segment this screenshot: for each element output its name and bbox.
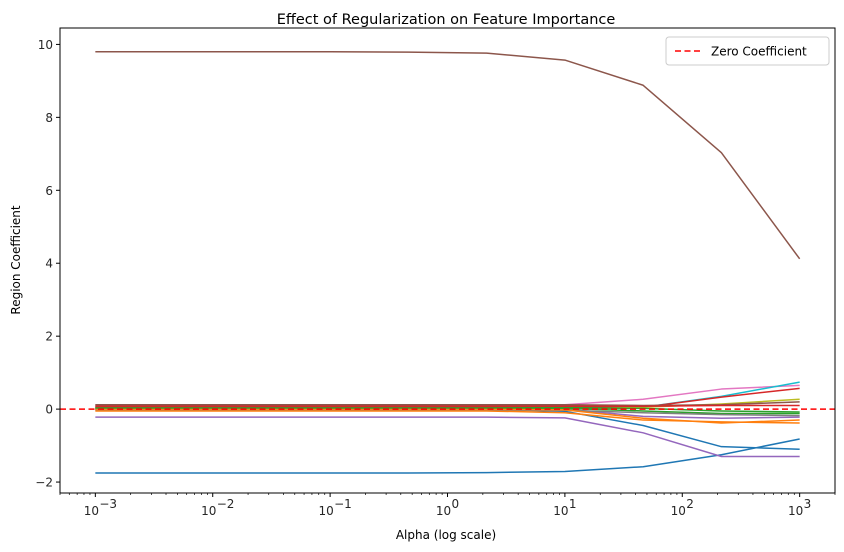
x-tick-label-4: 10 xyxy=(553,504,568,518)
x-tick-label-3: 10 xyxy=(436,504,451,518)
x-tick-label-1: 10 xyxy=(201,504,216,518)
x-tick-exponent-1: −2 xyxy=(217,497,235,511)
y-tick-label-6: 10 xyxy=(38,38,53,52)
y-axis: −2 0 2 4 6 8 10 xyxy=(35,38,60,490)
x-tick-exponent-3: 0 xyxy=(452,497,460,511)
y-tick-label-5: 8 xyxy=(45,111,53,125)
series-line-4 xyxy=(95,416,800,458)
y-tick-label-4: 6 xyxy=(45,184,53,198)
series-line-16 xyxy=(95,404,800,407)
series-line-14 xyxy=(95,410,800,424)
x-tick-label-0: 10 xyxy=(84,504,99,518)
x-axis: 10 −3 10 −2 10 −1 10 0 10 1 10 2 10 3 xyxy=(59,493,836,518)
y-tick-label-3: 4 xyxy=(45,257,53,271)
series-line-2 xyxy=(95,438,800,474)
x-tick-exponent-5: 2 xyxy=(686,497,694,511)
x-tick-exponent-4: 1 xyxy=(569,497,577,511)
y-tick-label-1: 0 xyxy=(45,403,53,417)
legend: Zero Coefficient xyxy=(665,36,830,66)
x-tick-exponent-0: −3 xyxy=(99,497,117,511)
plot-area xyxy=(60,28,835,493)
plot-frame xyxy=(59,27,836,494)
legend-box xyxy=(665,36,830,66)
x-tick-label-2: 10 xyxy=(318,504,333,518)
y-axis-label: Region Coefficient xyxy=(9,205,23,315)
x-tick-label-6: 10 xyxy=(788,504,803,518)
y-tick-label-2: 2 xyxy=(45,330,53,344)
chart-title: Effect of Regularization on Feature Impo… xyxy=(277,12,616,28)
x-axis-label: Alpha (log scale) xyxy=(396,528,496,542)
legend-label-zero-coefficient: Zero Coefficient xyxy=(711,45,807,59)
series-line-1 xyxy=(95,50,801,260)
x-tick-exponent-2: −1 xyxy=(334,497,352,511)
y-tick-label-0: −2 xyxy=(35,476,53,490)
x-tick-exponent-6: 3 xyxy=(804,497,812,511)
x-tick-label-5: 10 xyxy=(671,504,686,518)
series-group xyxy=(95,50,801,474)
